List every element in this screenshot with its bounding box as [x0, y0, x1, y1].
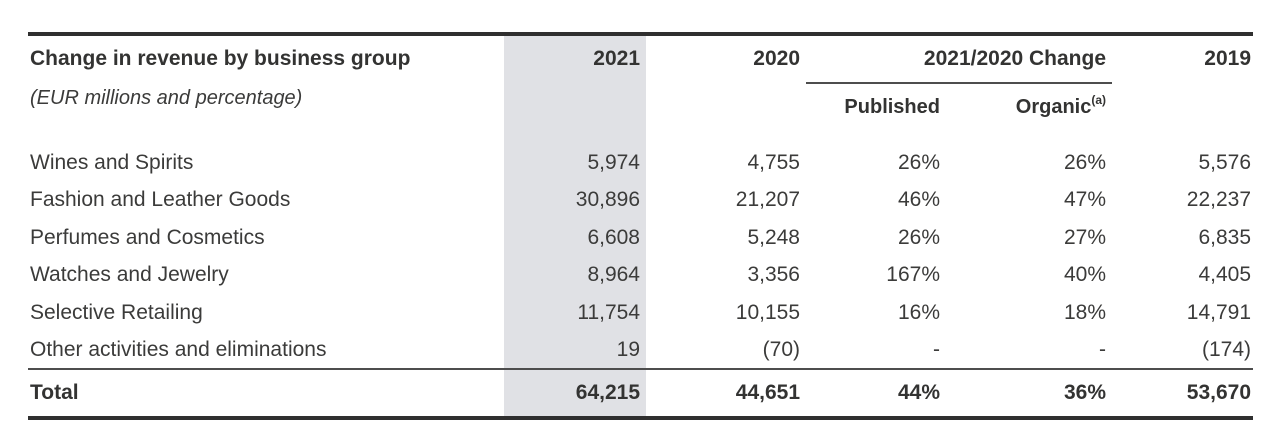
cell-published-change: 167% — [886, 263, 940, 287]
cell-2021: 19 — [504, 331, 646, 369]
revenue-by-business-group-table: Change in revenue by business group (EUR… — [28, 32, 1254, 420]
cell-2019: (174) — [1201, 337, 1252, 361]
cell-2019: 5,576 — [1198, 150, 1252, 174]
cell-published-change: 26% — [897, 225, 940, 249]
cell-organic-change: 27% — [1063, 225, 1107, 249]
header-row-years: Change in revenue by business group (EUR… — [28, 34, 1253, 128]
total-organic-change: 36% — [1063, 381, 1107, 404]
total-2020: 44,651 — [735, 381, 800, 404]
cell-2020: (70) — [762, 337, 800, 361]
table-row-fashion-and-leather-goods: Fashion and Leather Goods 30,896 21,207 … — [28, 181, 1253, 219]
total-label: Total — [30, 381, 79, 404]
row-label: Wines and Spirits — [30, 150, 194, 174]
cell-2020: 3,356 — [747, 263, 800, 287]
table-row-perfumes-and-cosmetics: Perfumes and Cosmetics 6,608 5,248 26% 2… — [28, 219, 1253, 257]
cell-organic-change: 47% — [1063, 188, 1107, 212]
cell-organic-change: 18% — [1063, 300, 1107, 324]
cell-published-change: 46% — [897, 188, 940, 212]
row-label: Watches and Jewelry — [30, 263, 229, 287]
column-header-2020: 2020 — [753, 47, 800, 70]
table-row-other-activities-and-eliminations: Other activities and eliminations 19 (70… — [28, 331, 1253, 369]
footnote-marker-a: (a) — [1091, 93, 1107, 108]
total-published-change: 44% — [897, 381, 940, 404]
cell-2019: 6,835 — [1198, 225, 1252, 249]
revenue-table-container: Change in revenue by business group (EUR… — [28, 32, 1254, 420]
column-header-2021: 2021 — [504, 34, 646, 128]
table-row-total: Total 64,215 44,651 44% 36% 53,670 — [28, 369, 1254, 418]
row-label: Perfumes and Cosmetics — [30, 225, 265, 249]
table-title: Change in revenue by business group — [30, 47, 411, 70]
cell-2021: 11,754 — [504, 294, 646, 332]
column-header-organic: Organic(a) — [946, 83, 1112, 128]
cell-organic-change: 40% — [1063, 263, 1107, 287]
cell-2021: 8,964 — [504, 256, 646, 294]
header-row-change-subcolumns: Published Organic(a) — [28, 83, 1253, 128]
total-2019: 53,670 — [1186, 381, 1252, 404]
table-row-watches-and-jewelry: Watches and Jewelry 8,964 3,356 167% 40%… — [28, 256, 1253, 294]
cell-published-change: 26% — [897, 150, 940, 174]
cell-organic-change: 26% — [1063, 150, 1107, 174]
cell-2020: 21,207 — [735, 188, 800, 212]
row-label: Fashion and Leather Goods — [30, 188, 291, 212]
cell-published-change: - — [933, 337, 940, 361]
total-2021: 64,215 — [504, 369, 646, 418]
organic-label: Organic — [1015, 96, 1092, 118]
table-subtitle: (EUR millions and percentage) — [30, 87, 303, 109]
row-label: Selective Retailing — [30, 300, 203, 324]
table-row-wines-and-spirits: Wines and Spirits 5,974 4,755 26% 26% 5,… — [28, 144, 1253, 182]
header-body-spacer-row — [28, 128, 1253, 144]
column-header-published: Published — [844, 96, 940, 118]
table-title-cell: Change in revenue by business group (EUR… — [28, 34, 504, 128]
cell-2019: 14,791 — [1186, 300, 1252, 324]
table-row-selective-retailing: Selective Retailing 11,754 10,155 16% 18… — [28, 294, 1253, 332]
cell-2020: 10,155 — [735, 300, 800, 324]
cell-2021: 6,608 — [504, 219, 646, 257]
cell-organic-change: - — [1099, 337, 1107, 361]
cell-2020: 4,755 — [747, 150, 800, 174]
column-header-change-group: 2021/2020 Change — [806, 34, 1113, 84]
row-label: Other activities and eliminations — [30, 337, 327, 361]
cell-2020: 5,248 — [747, 225, 800, 249]
cell-2021: 5,974 — [504, 144, 646, 182]
cell-2019: 4,405 — [1198, 263, 1252, 287]
cell-2019: 22,237 — [1186, 188, 1252, 212]
cell-2021: 30,896 — [504, 181, 646, 219]
cell-published-change: 16% — [897, 300, 940, 324]
column-header-2019: 2019 — [1204, 47, 1252, 70]
